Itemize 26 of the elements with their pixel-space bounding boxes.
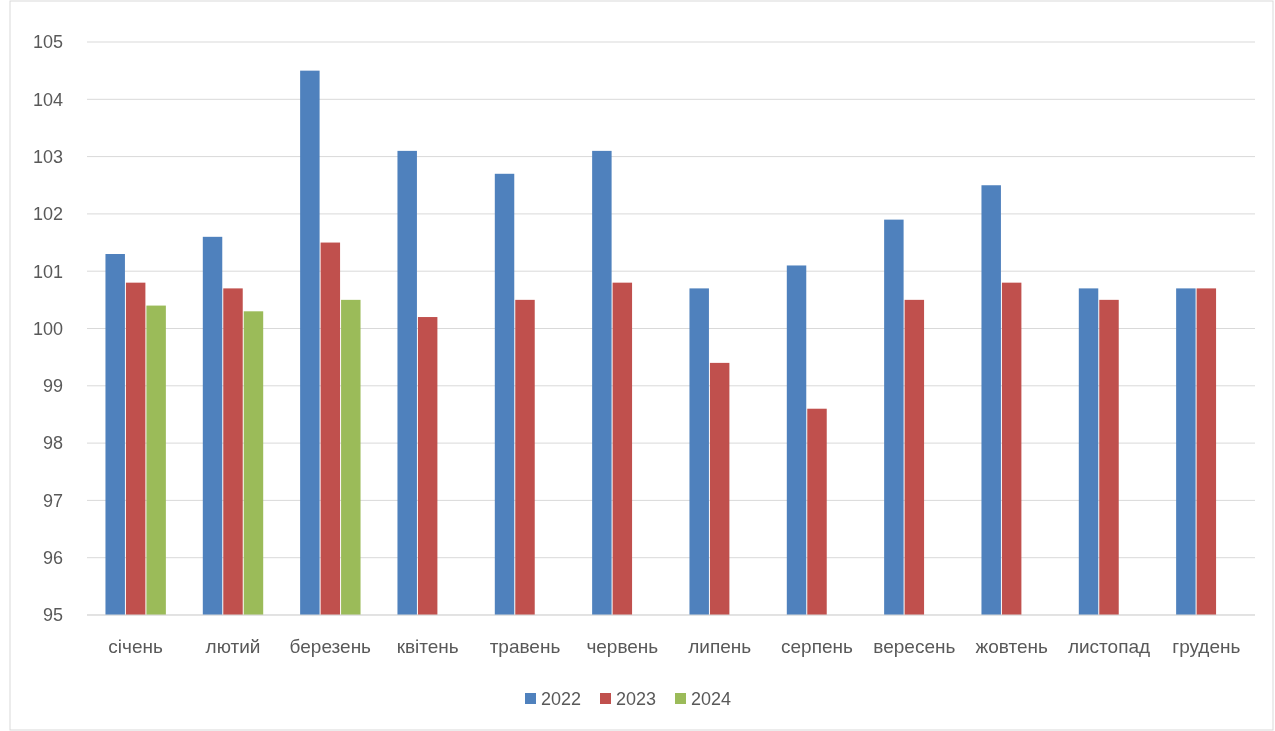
y-tick-label: 97 — [42, 490, 63, 511]
x-tick-label: вересень — [873, 636, 956, 657]
y-tick-label: 103 — [32, 146, 63, 167]
x-tick-label: січень — [108, 636, 164, 657]
y-tick-label: 105 — [32, 32, 63, 53]
x-tick-label: березень — [289, 636, 372, 657]
y-tick-label: 99 — [42, 376, 63, 397]
y-tick-label: 98 — [42, 433, 63, 454]
x-tick-label: червень — [586, 636, 659, 657]
legend-label: 2022 — [541, 689, 582, 710]
y-tick-label: 101 — [32, 261, 63, 282]
x-tick-label: липень — [688, 636, 752, 657]
x-tick-label: листопад — [1067, 636, 1151, 657]
x-tick-label: грудень — [1172, 636, 1241, 657]
y-tick-label: 102 — [32, 204, 63, 225]
legend-label: 2024 — [691, 689, 732, 710]
x-tick-label: лютий — [205, 636, 261, 657]
x-tick-label: квітень — [396, 636, 459, 657]
y-tick-label: 95 — [42, 605, 63, 626]
x-tick-label: травень — [489, 636, 561, 657]
y-tick-label: 100 — [32, 318, 63, 339]
legend-label: 2023 — [616, 689, 657, 710]
y-tick-label: 104 — [32, 89, 63, 110]
y-tick-label: 96 — [42, 548, 63, 568]
x-tick-label: серпень — [781, 636, 854, 657]
x-tick-label: жовтень — [975, 636, 1048, 657]
